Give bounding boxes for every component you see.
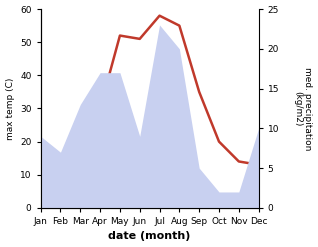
X-axis label: date (month): date (month) (108, 231, 191, 242)
Y-axis label: max temp (C): max temp (C) (5, 77, 15, 140)
Y-axis label: med. precipitation
(kg/m2): med. precipitation (kg/m2) (293, 67, 313, 150)
